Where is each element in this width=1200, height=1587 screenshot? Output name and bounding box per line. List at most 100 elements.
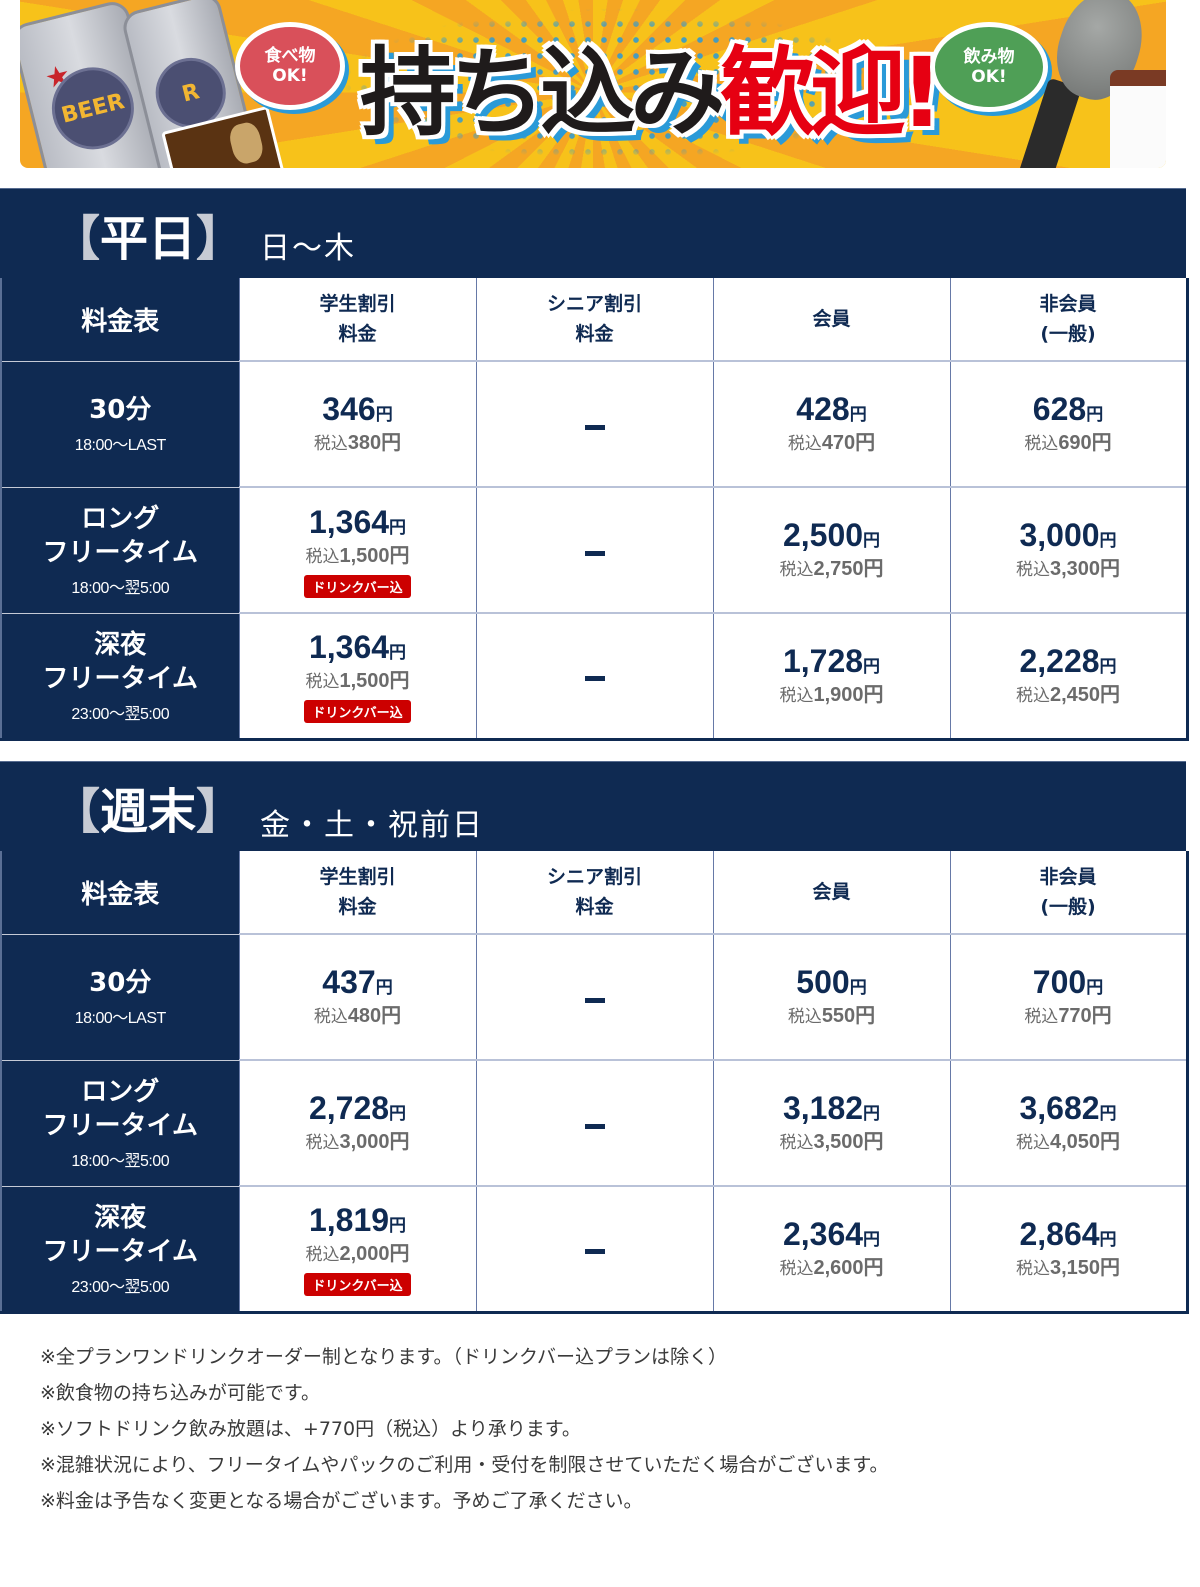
price: 2,864円 xyxy=(951,1215,1186,1253)
tax-value: 380円 xyxy=(347,432,402,454)
tax-value: 3,300円 xyxy=(1049,558,1121,580)
tax-price: 税込470円 xyxy=(714,428,950,458)
price-value: 500 xyxy=(796,964,850,1000)
tax-label: 税込 xyxy=(1024,1007,1059,1027)
col-line2: (一般) xyxy=(1040,323,1096,345)
yen-unit: 円 xyxy=(375,405,393,425)
drink-ok-line2: OK! xyxy=(971,67,1007,87)
tax-price: 税込1,500円 xyxy=(240,666,476,696)
col-student: 学生割引 料金 xyxy=(238,278,476,362)
row-name-line1: ロング xyxy=(81,504,160,534)
price-cell-empty xyxy=(475,934,713,1061)
row-time: 23:00〜翌5:00 xyxy=(71,705,170,723)
price: 2,500円 xyxy=(714,516,950,554)
price-value: 346 xyxy=(322,391,376,427)
tax-price: 税込550円 xyxy=(714,1001,950,1031)
table-header-row: 料金表 学生割引 料金 シニア割引 料金 会員 非会員 (一般) xyxy=(0,278,1187,362)
price-cell: 1,364円 税込1,500円 ドリンクバー込 xyxy=(238,487,476,614)
price-cell: 3,000円 税込3,300円 xyxy=(949,487,1187,614)
tax-price: 税込3,000円 xyxy=(240,1127,476,1157)
price: 628円 xyxy=(951,390,1186,428)
table-row: 深夜 フリータイム 23:00〜翌5:00 1,819円 税込2,000円 ドリ… xyxy=(0,1186,1187,1313)
tax-price: 税込1,500円 xyxy=(240,541,476,571)
col-senior: シニア割引 料金 xyxy=(475,851,713,935)
bracket-open: 【 xyxy=(52,783,101,840)
price-cell: 700円 税込770円 xyxy=(949,934,1187,1061)
row-name-line2: フリータイム xyxy=(42,663,198,694)
price-cell: 1,819円 税込2,000円 ドリンクバー込 xyxy=(238,1186,476,1313)
tax-label: 税込 xyxy=(1024,434,1059,454)
price-cell: 1,364円 税込1,500円 ドリンクバー込 xyxy=(238,613,476,740)
drink-cup-icon xyxy=(1110,70,1166,168)
price: 2,728円 xyxy=(240,1089,476,1127)
dash-icon xyxy=(584,424,605,430)
dash-icon xyxy=(584,676,605,682)
price-value: 1,819 xyxy=(308,1202,390,1239)
yen-unit: 円 xyxy=(849,978,867,998)
col-line2: 料金 xyxy=(338,896,377,918)
yen-unit: 円 xyxy=(863,1229,881,1250)
price-cell: 428円 税込470円 xyxy=(712,361,950,488)
bring-your-own-banner: ★ BEER R 食べ物 OK! 持ち込み 歓迎! 飲み物 OK! xyxy=(20,0,1166,168)
table-row: 深夜 フリータイム 23:00〜翌5:00 1,364円 税込1,500円 ドリ… xyxy=(0,613,1187,740)
price: 1,728円 xyxy=(714,642,950,680)
yen-unit: 円 xyxy=(375,978,393,998)
col-line2: 料金 xyxy=(575,323,614,345)
yen-unit: 円 xyxy=(389,1216,407,1237)
tax-price: 税込2,450円 xyxy=(951,680,1186,710)
col-line1: シニア割引 xyxy=(546,866,642,888)
price-value: 1,728 xyxy=(782,642,864,679)
col-line2: 料金 xyxy=(338,323,377,345)
drink-bar-badge: ドリンクバー込 xyxy=(304,700,411,724)
tax-label: 税込 xyxy=(779,685,814,706)
weekday-price-table: 料金表 学生割引 料金 シニア割引 料金 会員 非会員 (一般) 30分 18:00〜… xyxy=(0,278,1189,741)
tax-label: 税込 xyxy=(305,672,340,693)
drink-bar-badge: ドリンクバー込 xyxy=(304,574,411,598)
tax-value: 2,600円 xyxy=(813,1256,884,1279)
note-item: ※料金は予告なく変更となる場合がございます。予めご了承ください。 xyxy=(40,1490,643,1512)
row-name-line1: 深夜 xyxy=(94,629,147,660)
price-cell-empty xyxy=(475,1060,713,1187)
price: 2,228円 xyxy=(951,642,1186,680)
yen-unit: 円 xyxy=(1099,1104,1117,1124)
tax-price: 税込690円 xyxy=(951,428,1186,458)
dash-icon xyxy=(584,1123,605,1129)
price-cell: 2,500円 税込2,750円 xyxy=(712,487,950,614)
tax-price: 税込2,750円 xyxy=(714,554,950,584)
price: 700円 xyxy=(951,963,1186,1001)
corner-label: 料金表 xyxy=(0,278,239,362)
price-value: 428 xyxy=(796,391,850,427)
row-name-line2: フリータイム xyxy=(42,1111,198,1141)
section-days: 日〜木 xyxy=(260,230,356,266)
col-line1: 会員 xyxy=(812,881,851,903)
yen-unit: 円 xyxy=(389,517,407,538)
yen-unit: 円 xyxy=(1086,405,1104,425)
row-name-line1: ロング xyxy=(81,1077,160,1107)
price-value: 437 xyxy=(322,964,376,1000)
tax-label: 税込 xyxy=(1015,1258,1050,1279)
price-cell: 500円 税込550円 xyxy=(712,934,950,1061)
tax-value: 4,050円 xyxy=(1049,1131,1121,1153)
tax-price: 税込770円 xyxy=(951,1001,1186,1031)
price: 3,000円 xyxy=(951,516,1186,554)
price-value: 1,364 xyxy=(308,629,390,666)
yen-unit: 円 xyxy=(389,1104,407,1124)
note-item: ※飲食物の持ち込みが可能です。 xyxy=(40,1382,321,1404)
tax-value: 1,500円 xyxy=(339,544,410,567)
tax-label: 税込 xyxy=(313,434,348,454)
yen-unit: 円 xyxy=(389,643,407,664)
col-nonmember: 非会員 (一般) xyxy=(949,851,1187,935)
section-days: 金・土・祝前日 xyxy=(260,807,484,843)
row-time: 18:00〜翌5:00 xyxy=(71,1153,170,1170)
tax-label: 税込 xyxy=(305,546,340,567)
price-value: 628 xyxy=(1032,391,1087,427)
price: 500円 xyxy=(714,963,950,1001)
bracket-close: 】 xyxy=(196,210,245,267)
row-time: 18:00〜LAST xyxy=(74,1010,167,1027)
tax-value: 3,000円 xyxy=(339,1131,410,1153)
tax-value: 2,000円 xyxy=(339,1243,410,1266)
yen-unit: 円 xyxy=(863,531,881,551)
price: 346円 xyxy=(240,390,476,428)
tax-price: 税込4,050円 xyxy=(951,1127,1186,1157)
note-item: ※ソフトドリンク飲み放題は、+770円（税込）より承ります。 xyxy=(40,1418,581,1440)
